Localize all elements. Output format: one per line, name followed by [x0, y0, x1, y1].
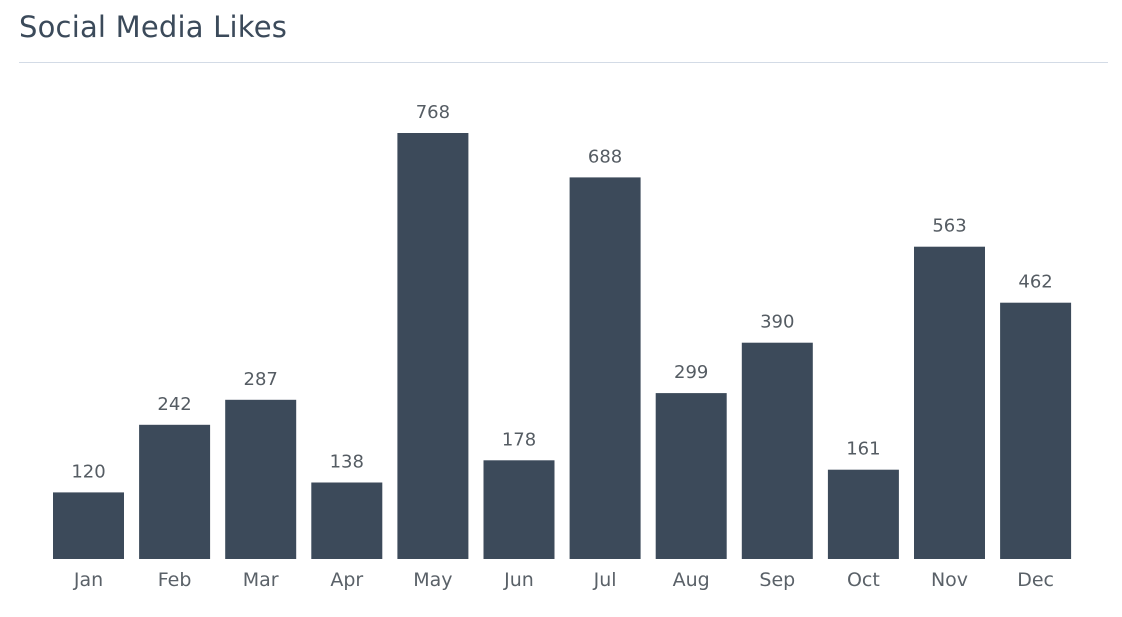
- bar-apr: [311, 482, 383, 559]
- x-tick-label-sep: Sep: [759, 569, 795, 591]
- x-tick-label-oct: Oct: [847, 569, 880, 591]
- value-label-jul: 688: [588, 146, 622, 167]
- value-label-sep: 390: [760, 312, 794, 333]
- bar-aug: [655, 393, 727, 559]
- x-tick-label-feb: Feb: [158, 569, 192, 591]
- value-label-feb: 242: [157, 394, 191, 415]
- bar-oct: [827, 469, 899, 559]
- value-label-oct: 161: [846, 439, 880, 460]
- x-tick-label-may: May: [413, 569, 452, 591]
- bar-jul: [569, 177, 641, 559]
- x-tick-label-mar: Mar: [243, 569, 279, 591]
- value-label-may: 768: [416, 102, 450, 123]
- x-tick-label-apr: Apr: [330, 569, 363, 591]
- bar-sep: [741, 342, 813, 559]
- x-tick-label-dec: Dec: [1017, 569, 1054, 591]
- x-tick-label-jan: Jan: [73, 569, 103, 591]
- title-divider: [19, 62, 1108, 63]
- value-label-jun: 178: [502, 429, 536, 450]
- value-label-apr: 138: [330, 452, 364, 473]
- x-tick-label-nov: Nov: [931, 569, 968, 591]
- chart-title: Social Media Likes: [19, 10, 288, 44]
- bar-may: [397, 133, 469, 559]
- x-tick-label-aug: Aug: [673, 569, 710, 591]
- bar-dec: [1000, 302, 1072, 559]
- value-label-jan: 120: [71, 461, 105, 482]
- value-label-mar: 287: [244, 369, 278, 390]
- bar-nov: [914, 246, 985, 559]
- value-label-nov: 563: [932, 216, 966, 237]
- bar-mar: [225, 399, 297, 559]
- bar-jun: [483, 460, 555, 559]
- bar-jan: [53, 492, 124, 559]
- x-tick-label-jul: Jul: [593, 569, 617, 591]
- value-label-dec: 462: [1018, 272, 1052, 293]
- bar-feb: [139, 424, 211, 559]
- value-label-aug: 299: [674, 362, 708, 383]
- x-tick-label-jun: Jun: [503, 569, 534, 591]
